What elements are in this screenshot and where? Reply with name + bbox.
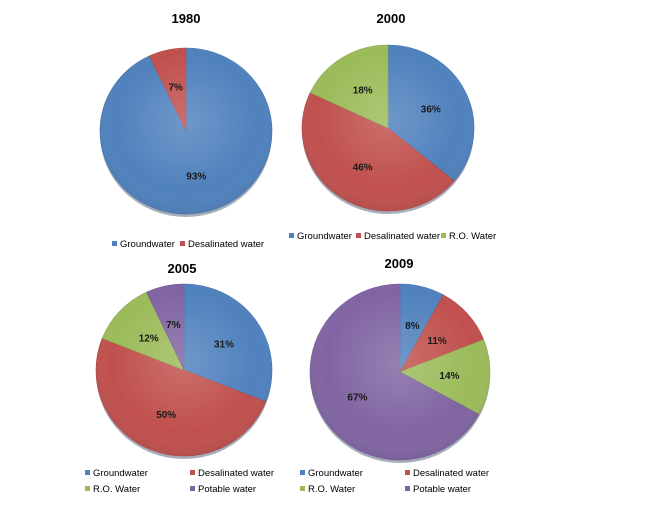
slice-label-potable-water: 7% bbox=[166, 320, 181, 331]
slice-label-desalinated-water: 50% bbox=[156, 410, 176, 421]
slice-label-desalinated-water: 46% bbox=[353, 163, 373, 174]
legend-label: Groundwater bbox=[93, 468, 148, 479]
legend-swatch bbox=[405, 470, 410, 475]
slice-label-r-o-water: 18% bbox=[353, 86, 373, 97]
slice-label-potable-water: 67% bbox=[347, 393, 367, 404]
slice-label-groundwater: 93% bbox=[186, 172, 206, 183]
legend-label: Groundwater bbox=[120, 239, 175, 250]
legend-swatch bbox=[289, 233, 294, 238]
legend: Groundwater Desalinated water R.O. Water Po… bbox=[300, 468, 489, 495]
pie-slices bbox=[95, 283, 273, 459]
legend-label: R.O. Water bbox=[449, 231, 496, 242]
legend-label: Groundwater bbox=[297, 231, 352, 242]
legend-swatch bbox=[85, 486, 90, 491]
pie-slices bbox=[301, 44, 475, 214]
pie-labels: 31% 50% 12% 7% bbox=[139, 320, 234, 421]
legend-item-desalinated-water: Desalinated water bbox=[405, 468, 489, 479]
legend-swatch bbox=[300, 470, 305, 475]
legend: Groundwater Desalinated water R.O. Water Po… bbox=[85, 468, 274, 495]
legend-swatch bbox=[180, 241, 185, 246]
pie-chart-1980: 1980 93% 7% Groundwater Desalinated water bbox=[99, 11, 273, 250]
pie-slices bbox=[99, 47, 273, 217]
pie-chart-2009: 2009 8% 11% 14% 67% Groundwater Desalinated … bbox=[300, 256, 491, 495]
legend: Groundwater Desalinated water R.O. Water bbox=[289, 231, 496, 242]
pie-shading bbox=[100, 48, 272, 214]
legend-swatch bbox=[190, 486, 195, 491]
legend-label: Desalinated water bbox=[198, 468, 274, 479]
legend-swatch bbox=[85, 470, 90, 475]
legend-label: R.O. Water bbox=[308, 484, 355, 495]
chart-title: 1980 bbox=[172, 11, 201, 26]
pie-labels: 93% 7% bbox=[168, 82, 206, 182]
chart-title: 2009 bbox=[385, 256, 414, 271]
slice-label-groundwater: 36% bbox=[421, 105, 441, 116]
slice-label-r-o-water: 12% bbox=[139, 334, 159, 345]
slice-label-groundwater: 31% bbox=[214, 339, 234, 350]
chart-title: 2000 bbox=[377, 11, 406, 26]
legend-label: Desalinated water bbox=[364, 231, 440, 242]
legend-item-potable-water: Potable water bbox=[405, 484, 471, 495]
legend-swatch bbox=[441, 233, 446, 238]
legend-item-desalinated-water: Desalinated water bbox=[190, 468, 274, 479]
legend-item-desalinated-water: Desalinated water bbox=[180, 239, 264, 250]
slice-label-desalinated-water: 7% bbox=[168, 82, 183, 93]
legend-label: Potable water bbox=[198, 484, 256, 495]
legend-item-r-o-water: R.O. Water bbox=[300, 484, 355, 495]
slice-label-r-o-water: 14% bbox=[439, 371, 459, 382]
legend-label: R.O. Water bbox=[93, 484, 140, 495]
legend-swatch bbox=[405, 486, 410, 491]
slice-label-groundwater: 8% bbox=[405, 321, 420, 332]
legend-label: Potable water bbox=[413, 484, 471, 495]
legend-item-groundwater: Groundwater bbox=[300, 468, 363, 479]
legend-label: Desalinated water bbox=[413, 468, 489, 479]
pie-shading bbox=[302, 45, 474, 211]
chart-title: 2005 bbox=[168, 261, 197, 276]
slice-label-desalinated-water: 11% bbox=[427, 336, 447, 347]
legend-swatch bbox=[300, 486, 305, 491]
legend: Groundwater Desalinated water bbox=[112, 239, 264, 250]
pie-slices bbox=[309, 283, 491, 463]
legend-swatch bbox=[112, 241, 117, 246]
legend-item-r-o-water: R.O. Water bbox=[85, 484, 140, 495]
legend-item-groundwater: Groundwater bbox=[85, 468, 148, 479]
pie-chart-2000: 2000 36% 46% 18% Groundwater Desalinated wa… bbox=[289, 11, 496, 242]
pie-shading bbox=[96, 284, 272, 456]
legend-item-r-o-water: R.O. Water bbox=[441, 231, 496, 242]
legend-item-potable-water: Potable water bbox=[190, 484, 256, 495]
pie-labels: 8% 11% 14% 67% bbox=[347, 321, 459, 404]
pie-chart-2005: 2005 31% 50% 12% 7% Groundwater Desalinated … bbox=[85, 261, 274, 495]
legend-swatch bbox=[356, 233, 361, 238]
pie-labels: 36% 46% 18% bbox=[353, 86, 441, 174]
pie-shading bbox=[310, 284, 490, 460]
legend-item-groundwater: Groundwater bbox=[112, 239, 175, 250]
legend-swatch bbox=[190, 470, 195, 475]
legend-label: Groundwater bbox=[308, 468, 363, 479]
legend-item-desalinated-water: Desalinated water bbox=[356, 231, 440, 242]
legend-item-groundwater: Groundwater bbox=[289, 231, 352, 242]
legend-label: Desalinated water bbox=[188, 239, 264, 250]
